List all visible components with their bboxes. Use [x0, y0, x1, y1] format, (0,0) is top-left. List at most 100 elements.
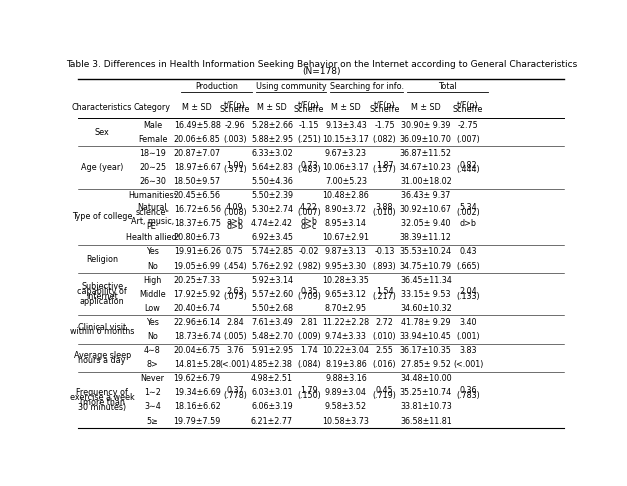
Text: 38.39±11.12: 38.39±11.12: [400, 233, 451, 243]
Text: 10.15±3.17: 10.15±3.17: [322, 135, 369, 144]
Text: 5.91±2.95: 5.91±2.95: [251, 346, 293, 355]
Text: 1.00: 1.00: [226, 160, 244, 170]
Text: 36.87±11.52: 36.87±11.52: [400, 149, 452, 158]
Text: 18.16±6.62: 18.16±6.62: [174, 402, 221, 412]
Text: (.016): (.016): [372, 360, 396, 369]
Text: 4.98±2.51: 4.98±2.51: [251, 374, 293, 383]
Text: Age (year): Age (year): [81, 163, 124, 172]
Text: (more than: (more than: [80, 398, 125, 407]
Text: (.778): (.778): [223, 391, 247, 400]
Text: 4.22: 4.22: [300, 203, 318, 212]
Text: 3∼4: 3∼4: [144, 402, 161, 412]
Text: (.133): (.133): [456, 292, 480, 301]
Text: 16.49±5.88: 16.49±5.88: [174, 121, 221, 130]
Text: (.709): (.709): [297, 292, 321, 301]
Text: 4.74±2.42: 4.74±2.42: [251, 219, 293, 228]
Text: 7.00±5.23: 7.00±5.23: [325, 177, 367, 186]
Text: t/F(p): t/F(p): [298, 101, 320, 110]
Text: 5.50±4.36: 5.50±4.36: [251, 177, 293, 186]
Text: Yes: Yes: [146, 247, 159, 257]
Text: 19.91±6.26: 19.91±6.26: [174, 247, 221, 257]
Text: 20.25±7.33: 20.25±7.33: [174, 276, 221, 285]
Text: 8.19±3.86: 8.19±3.86: [325, 360, 367, 369]
Text: 6.06±3.19: 6.06±3.19: [251, 402, 293, 412]
Text: d>b: d>b: [300, 217, 317, 226]
Text: 5.92±3.14: 5.92±3.14: [251, 276, 293, 285]
Text: 0.75: 0.75: [226, 247, 244, 257]
Text: 6.33±3.02: 6.33±3.02: [251, 149, 293, 158]
Text: 31.00±18.02: 31.00±18.02: [400, 177, 451, 186]
Text: 2.63: 2.63: [226, 287, 244, 296]
Text: 20∼25: 20∼25: [139, 163, 166, 172]
Text: 2.84: 2.84: [226, 318, 244, 327]
Text: internet: internet: [87, 292, 118, 301]
Text: Average sleep: Average sleep: [73, 351, 131, 360]
Text: 34.75±10.79: 34.75±10.79: [400, 261, 452, 271]
Text: 18.37±6.75: 18.37±6.75: [174, 219, 221, 228]
Text: 2.81: 2.81: [300, 318, 318, 327]
Text: 8.90±3.72: 8.90±3.72: [325, 205, 367, 214]
Text: (.007): (.007): [297, 208, 321, 217]
Text: 27.85± 9.52: 27.85± 9.52: [401, 360, 451, 369]
Text: 0.45: 0.45: [376, 386, 393, 395]
Text: 41.78± 9.29: 41.78± 9.29: [401, 318, 451, 327]
Text: Scheffe: Scheffe: [453, 105, 483, 115]
Text: t/F(p): t/F(p): [224, 101, 246, 110]
Text: 4.09: 4.09: [226, 203, 244, 212]
Text: Sex: Sex: [95, 128, 110, 137]
Text: exercise a week: exercise a week: [70, 393, 135, 402]
Text: 18.73±6.74: 18.73±6.74: [174, 332, 221, 341]
Text: (.982): (.982): [297, 261, 321, 271]
Text: 34.67±10.23: 34.67±10.23: [400, 163, 451, 172]
Text: capability of: capability of: [77, 287, 127, 296]
Text: 10.58±3.73: 10.58±3.73: [322, 417, 369, 426]
Text: Category: Category: [134, 103, 171, 112]
Text: (.001): (.001): [456, 332, 480, 341]
Text: 36.43± 9.37: 36.43± 9.37: [401, 191, 450, 200]
Text: 0.35: 0.35: [300, 287, 318, 296]
Text: 2.55: 2.55: [376, 346, 394, 355]
Text: (.444): (.444): [456, 165, 480, 174]
Text: 7.61±3.49: 7.61±3.49: [251, 318, 293, 327]
Text: 30.92±10.67: 30.92±10.67: [400, 205, 452, 214]
Text: 2.04: 2.04: [459, 287, 477, 296]
Text: 9.95±3.30: 9.95±3.30: [325, 261, 367, 271]
Text: Type of college: Type of college: [72, 212, 132, 221]
Text: Female: Female: [138, 135, 167, 144]
Text: (.003): (.003): [223, 135, 246, 144]
Text: 3.88: 3.88: [376, 203, 393, 212]
Text: 33.94±10.45: 33.94±10.45: [400, 332, 451, 341]
Text: 10.67±2.91: 10.67±2.91: [322, 233, 369, 243]
Text: 5.48±2.70: 5.48±2.70: [251, 332, 293, 341]
Text: Art, music,: Art, music,: [131, 217, 174, 226]
Text: (N=178): (N=178): [302, 67, 340, 75]
Text: 5.30±2.74: 5.30±2.74: [251, 205, 293, 214]
Text: (.002): (.002): [456, 208, 480, 217]
Text: d>c: d>c: [301, 222, 317, 231]
Text: 33.81±10.73: 33.81±10.73: [400, 402, 451, 412]
Text: 33.15± 9.53: 33.15± 9.53: [401, 290, 451, 299]
Text: Never: Never: [140, 374, 164, 383]
Text: Yes: Yes: [146, 318, 159, 327]
Text: (.009): (.009): [297, 332, 321, 341]
Text: 14.81±5.28: 14.81±5.28: [174, 360, 221, 369]
Text: -0.13: -0.13: [374, 247, 394, 257]
Text: 36.45±11.34: 36.45±11.34: [400, 276, 451, 285]
Text: (.008): (.008): [223, 208, 246, 217]
Text: Using community: Using community: [256, 82, 327, 91]
Text: 5.76±2.92: 5.76±2.92: [251, 261, 293, 271]
Text: -1.75: -1.75: [374, 121, 395, 130]
Text: 5≥: 5≥: [147, 417, 159, 426]
Text: Humanitiesᵃ: Humanitiesᵃ: [128, 191, 177, 200]
Text: Scheffe: Scheffe: [219, 105, 250, 115]
Text: Low: Low: [145, 304, 161, 313]
Text: Frequency of: Frequency of: [76, 388, 128, 397]
Text: 5.50±2.68: 5.50±2.68: [251, 304, 293, 313]
Text: 5.34: 5.34: [459, 203, 477, 212]
Text: -2.75: -2.75: [458, 121, 478, 130]
Text: (.150): (.150): [297, 391, 321, 400]
Text: (<.001): (<.001): [453, 360, 483, 369]
Text: (.483): (.483): [297, 165, 321, 174]
Text: (.010): (.010): [372, 208, 396, 217]
Text: (.719): (.719): [372, 391, 396, 400]
